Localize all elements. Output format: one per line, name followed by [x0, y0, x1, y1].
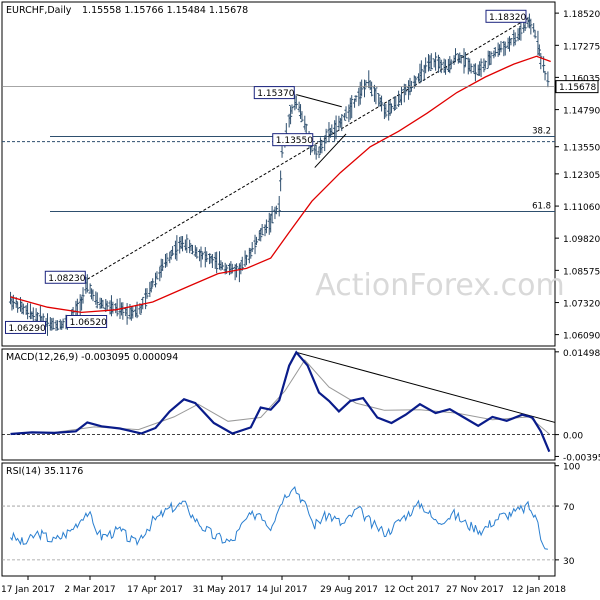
- x-tick-label: 31 May 2017: [193, 585, 252, 595]
- price-annotation-label: 1.15370: [257, 89, 294, 99]
- watermark: ActionForex.com: [315, 268, 564, 303]
- price-annotation-box: [66, 314, 108, 328]
- x-tick-label: 29 Aug 2017: [320, 585, 378, 595]
- price-annotation-box: [253, 86, 295, 100]
- y-tick-label: 1.06090: [563, 332, 600, 342]
- y-tick-label: 70: [563, 503, 575, 513]
- macd-trendline: [296, 351, 556, 423]
- moving-average-line: [10, 55, 551, 314]
- trendline: [296, 94, 342, 108]
- panel-frame: [1, 348, 556, 461]
- current-price-tag: [555, 80, 599, 94]
- y-tick-label: -0.003956: [563, 453, 600, 463]
- price-annotation-box: [485, 9, 527, 23]
- y-tick-label: 1.17275: [563, 42, 600, 52]
- x-tick-label: 17 Jan 2017: [1, 585, 55, 595]
- y-tick-label: 1.11060: [563, 203, 600, 213]
- y-tick-label: 1.18520: [563, 10, 600, 20]
- y-tick-label: 1.14790: [563, 107, 600, 117]
- ohlc-values: 1.15558 1.15766 1.15484 1.15678: [82, 5, 248, 16]
- rsi-line: [10, 485, 548, 550]
- macd-title: MACD(12,26,9) -0.003095 0.000094: [6, 352, 178, 363]
- trendline: [314, 133, 347, 168]
- x-tick-label: 12 Oct 2017: [384, 585, 440, 595]
- price-annotation-box: [272, 133, 314, 147]
- fib-level-label: 61.8: [532, 202, 551, 212]
- y-tick-label: 1.13550: [563, 144, 600, 154]
- price-annotation-label: 1.18320: [489, 13, 526, 23]
- price-annotation-label: 1.06290: [8, 324, 45, 334]
- x-tick-label: 27 Nov 2017: [446, 585, 504, 595]
- y-tick-label: 0.014987: [563, 349, 600, 359]
- macd-line: [10, 350, 551, 453]
- price-annotation-box: [44, 270, 86, 284]
- y-tick-label: 0.00: [563, 432, 583, 442]
- rsi-title: RSI(14) 35.1176: [6, 466, 83, 477]
- panel-frame: [1, 462, 556, 577]
- y-tick-label: 1.09820: [563, 235, 600, 245]
- price-annotation-label: 1.13550: [276, 136, 313, 146]
- price-panel: 1.18520 1.17275 1.16035 1.14790 1.13550 1.123…: [1, 1, 600, 347]
- x-tick-label: 17 Apr 2017: [127, 585, 183, 595]
- y-tick-label: 1.08575: [563, 267, 600, 277]
- x-tick-label: 12 Jan 2018: [512, 585, 566, 595]
- y-tick-label: 100: [563, 463, 580, 473]
- x-tick-label: 2 Mar 2017: [64, 585, 115, 595]
- date-axis: 17 Jan 2017 2 Mar 2017 17 Apr 2017 31 May 2…: [1, 576, 566, 595]
- macd-signal-line: [10, 359, 550, 435]
- y-tick-label: 1.12305: [563, 171, 600, 181]
- price-annotation-label: 1.08230: [48, 274, 85, 284]
- y-tick-label: 30: [563, 557, 575, 567]
- x-tick-label: 14 Jul 2017: [257, 585, 308, 595]
- price-annotation-label: 1.06520: [70, 318, 107, 328]
- price-chart-title: EURCHF,Daily: [6, 5, 72, 16]
- y-tick-label: 1.16035: [563, 74, 600, 84]
- rsi-panel: 100 70 30 RSI(14) 35.1176: [1, 462, 580, 577]
- macd-panel: 0.014987 0.00 -0.003956 MACD(12,26,9) -0.00…: [1, 348, 600, 463]
- price-annotation-box: [4, 320, 46, 334]
- fib-level-label: 38.2: [532, 126, 551, 136]
- y-tick-label: 1.07320: [563, 300, 600, 310]
- current-price-label: 1.15678: [559, 83, 596, 93]
